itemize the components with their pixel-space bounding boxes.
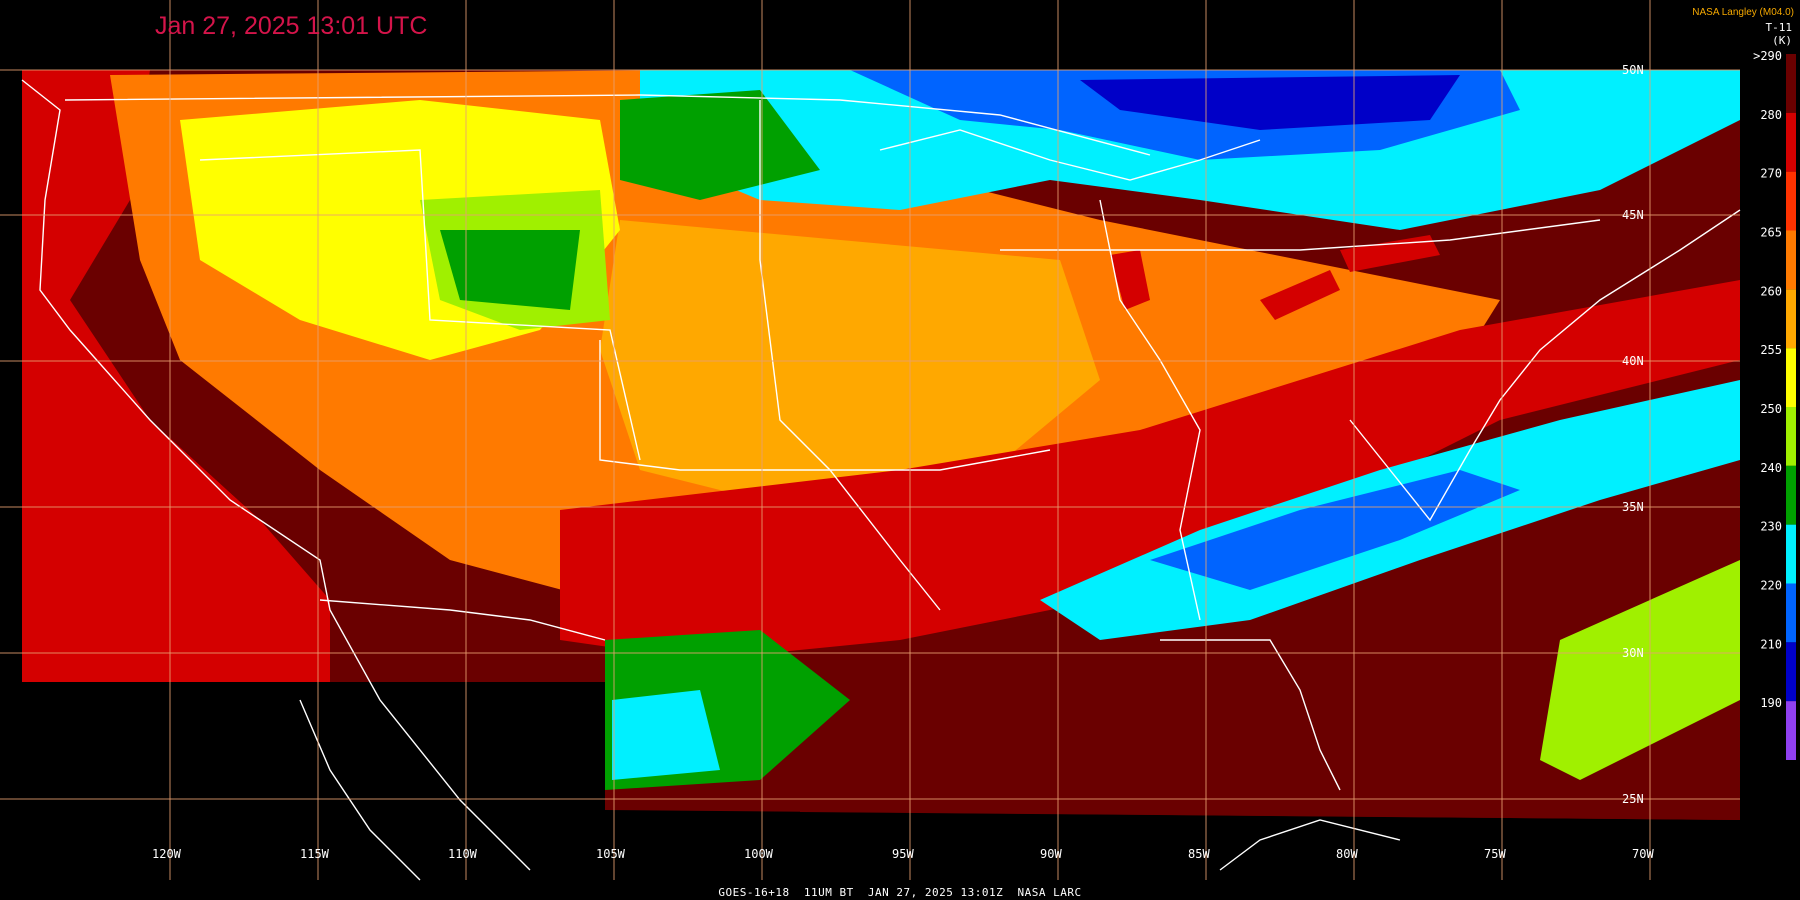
colorbar-swatch (1786, 465, 1796, 525)
colorbar-label: 230 (1760, 520, 1782, 534)
colorbar-label: >290 (1753, 49, 1782, 63)
imagery-lake-ontario (1340, 235, 1440, 272)
colorbar-label: 220 (1760, 579, 1782, 593)
imagery-gulf-cyan (612, 690, 720, 780)
longitude-label: 100W (744, 847, 774, 861)
imagery-west-red (22, 70, 330, 682)
colorbar-label: 265 (1760, 226, 1782, 240)
longitude-label: 90W (1040, 847, 1062, 861)
latitude-label: 35N (1622, 500, 1644, 514)
colorbar-title: T-11 (K) (1732, 21, 1793, 47)
lat-lon-grid (0, 0, 1740, 880)
longitude-label: 120W (152, 847, 182, 861)
colorbar-title-variable: T-11 (1765, 21, 1793, 34)
image-timestamp: Jan 27, 2025 13:01 UTC (155, 12, 428, 40)
colorbar-title-unit: (K) (1772, 34, 1792, 47)
longitude-label: 85W (1188, 847, 1210, 861)
outline-atlantic-coast (1349, 209, 1741, 522)
colorbar-swatch (1786, 230, 1796, 290)
imagery-atlantic-streak (1540, 560, 1740, 780)
longitude-label: 110W (448, 847, 478, 861)
colorbar-swatch (1786, 348, 1796, 407)
imagery-rockies-green (440, 230, 580, 310)
imagery-lake-erie (1260, 270, 1340, 320)
colorbar-swatch (1786, 701, 1796, 760)
outline-mountain-states (199, 149, 641, 461)
colorbar-swatch (1786, 583, 1796, 643)
imagery-southeast-blue (1150, 470, 1520, 590)
colorbar-label: 250 (1760, 402, 1782, 416)
image-caption: GOES-16+18 11UM BT JAN 27, 2025 13:01Z N… (718, 886, 1082, 899)
imagery-dakota-green (620, 90, 820, 200)
imagery-lake-michigan (1110, 250, 1150, 310)
latitude-label: 25N (1622, 792, 1644, 806)
colorbar-swatch (1786, 112, 1796, 172)
imagery-north-darkblue (1080, 75, 1460, 130)
imagery-south-red (560, 280, 1740, 660)
outline-plains-border (759, 100, 941, 611)
temperature-colorbar: >290 280 270 265 260 255 250 240 230 220 210 190 (1753, 49, 1796, 760)
colorbar-swatch (1786, 642, 1796, 702)
outline-great-lakes (879, 129, 1261, 181)
longitude-labels: 120W 115W 110W 105W 100W 95W 90W 85W 80W 75W 70W (152, 847, 1654, 861)
longitude-label: 95W (892, 847, 914, 861)
brightness-temperature-imagery (22, 70, 1740, 820)
colorbar-label: 280 (1760, 108, 1782, 122)
outline-florida-panhandle (1160, 639, 1341, 791)
latitude-label: 50N (1622, 63, 1644, 77)
outline-pacific-coast (21, 79, 531, 871)
colorbar-label: 255 (1760, 343, 1782, 357)
latitude-labels: 50N 45N 40N 35N 30N 25N (1622, 63, 1644, 806)
longitude-label: 115W (300, 847, 330, 861)
producer-credit: NASA Langley (M04.0) (1692, 7, 1794, 18)
longitude-label: 80W (1336, 847, 1358, 861)
outline-caribbean (1219, 819, 1401, 871)
colorbar-label: 270 (1760, 167, 1782, 181)
outline-northern-border (64, 94, 1151, 156)
colorbar-swatch (1786, 54, 1796, 113)
imagery-gulf-darkred (800, 600, 1740, 820)
outline-mexico-border (319, 599, 606, 641)
latitude-label: 45N (1622, 208, 1644, 222)
outline-mississippi-valley (1099, 199, 1201, 621)
colorbar-label: 260 (1760, 284, 1782, 298)
colorbar-swatch (1786, 171, 1796, 231)
colorbar-swatch (1786, 289, 1796, 349)
longitude-label: 105W (596, 847, 626, 861)
colorbar-swatch (1786, 524, 1796, 584)
latitude-label: 30N (1622, 646, 1644, 660)
latitude-label: 40N (1622, 354, 1644, 368)
colorbar-label: 240 (1760, 461, 1782, 475)
longitude-label: 70W (1632, 847, 1654, 861)
colorbar-label: 210 (1760, 637, 1782, 651)
longitude-label: 75W (1484, 847, 1506, 861)
outline-baja (299, 699, 421, 881)
state-coastline-outlines (21, 79, 1741, 881)
outline-midwest-border (1000, 219, 1601, 251)
colorbar-label: 190 (1760, 696, 1782, 710)
outline-southern-plains (599, 340, 1051, 471)
colorbar-swatch (1786, 407, 1796, 466)
imagery-central-plains (600, 220, 1100, 500)
